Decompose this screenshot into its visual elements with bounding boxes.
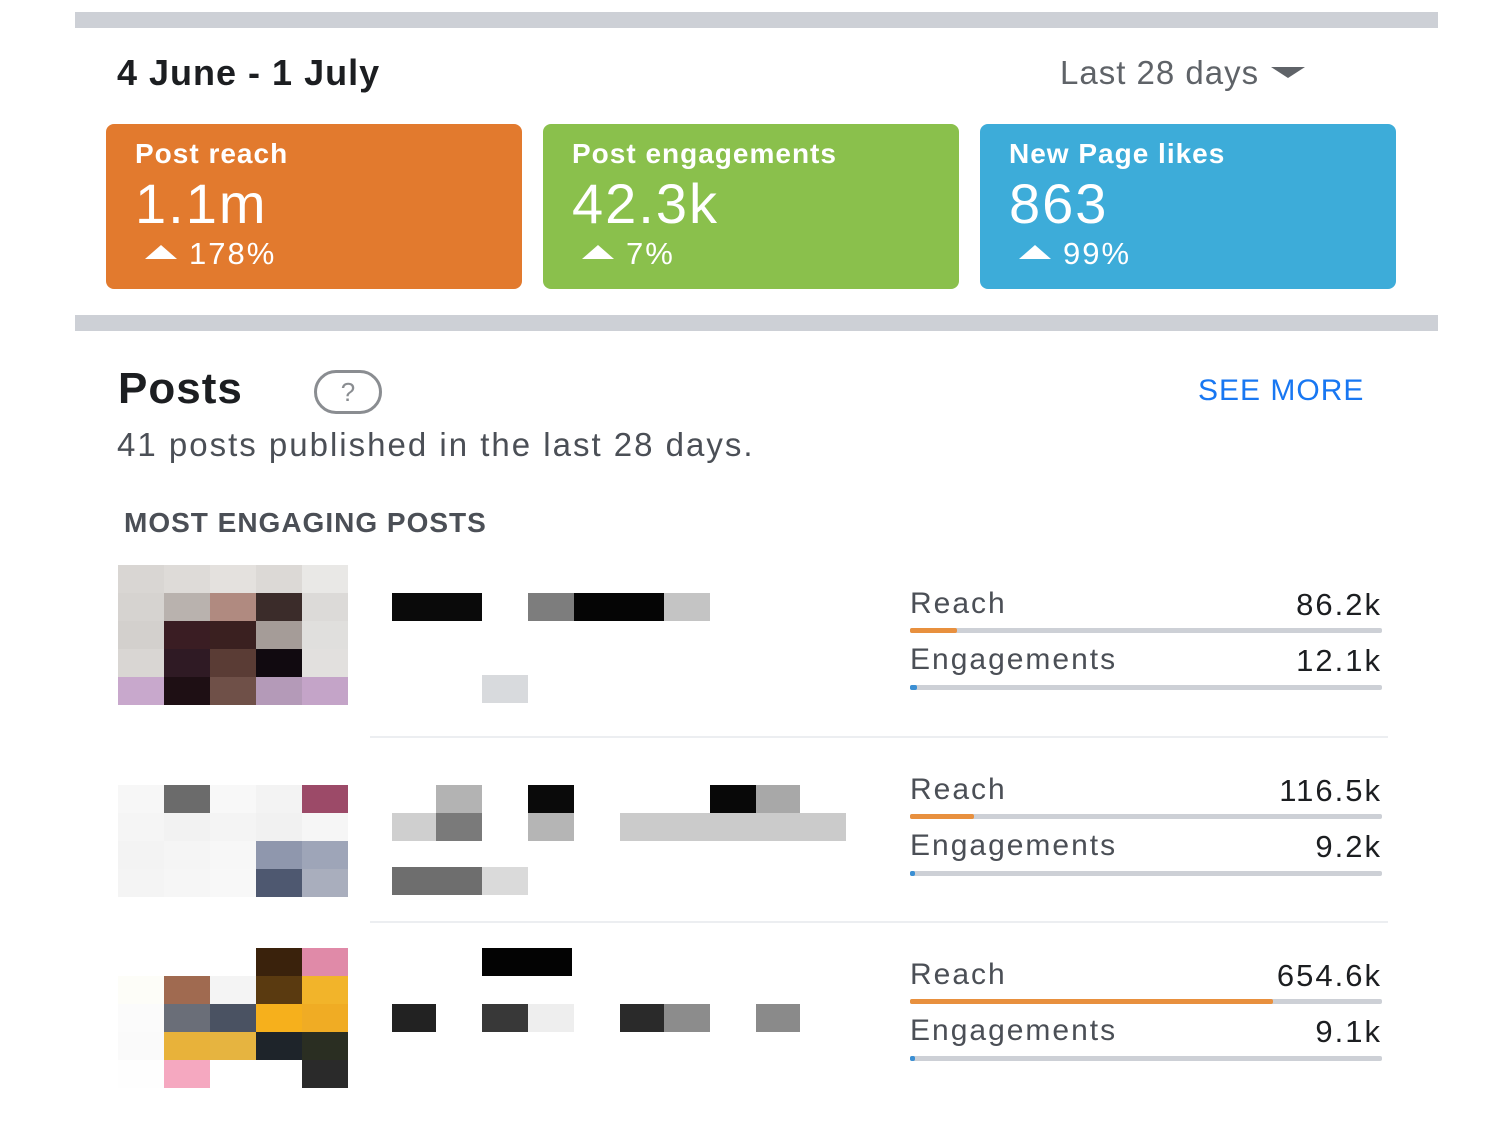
posts-title: Posts [118,364,243,413]
post-text-preview [390,565,870,705]
card-change-value: 99% [1063,236,1132,271]
card-change: 7% [572,236,959,272]
posts-subtitle: 41 posts published in the last 28 days. [117,426,755,463]
card-change: 99% [1009,236,1396,272]
new-page-likes-card[interactable]: New Page likes 863 99% [980,124,1396,289]
row-divider [370,736,1388,738]
reach-bar-fill [910,814,974,819]
reach-bar [910,628,1382,633]
reach-bar-fill [910,628,958,633]
card-change: 178% [135,236,522,272]
question-circle-icon[interactable]: ? [314,370,382,414]
section-divider [75,12,1438,28]
engagements-label: Engagements [910,1014,1118,1047]
post-row[interactable]: Reach 86.2k Engagements 12.1k [118,565,1390,705]
card-change-value: 7% [626,236,675,271]
post-reach-card[interactable]: Post reach 1.1m 178% [106,124,522,289]
engagements-value: 12.1k [1296,643,1382,678]
card-value: 863 [1009,172,1109,235]
reach-bar-fill [910,999,1274,1004]
reach-label: Reach [910,773,1007,806]
post-thumbnail[interactable] [118,757,348,897]
post-thumbnail[interactable] [118,565,348,705]
reach-bar [910,999,1382,1004]
engagements-bar [910,1056,1382,1061]
row-divider [370,921,1388,923]
card-value: 42.3k [572,172,719,235]
triangle-up-icon [145,244,177,259]
engagements-label: Engagements [910,643,1118,676]
post-metrics: Reach 116.5k Engagements 9.2k [910,773,1382,883]
see-more-link[interactable]: SEE MORE [1198,374,1365,407]
reach-label: Reach [910,587,1007,620]
card-change-value: 178% [189,236,277,271]
engagements-bar-fill [910,1056,915,1061]
card-title: Post engagements [572,138,837,169]
engagements-label: Engagements [910,829,1118,862]
reach-bar [910,814,1382,819]
caret-down-icon [1271,66,1306,78]
post-row[interactable]: Reach 654.6k Engagements 9.1k [118,948,1390,1088]
card-value: 1.1m [135,172,268,235]
post-metrics: Reach 654.6k Engagements 9.1k [910,958,1382,1068]
card-title: Post reach [135,138,289,169]
engagements-bar [910,871,1382,876]
engagements-bar-fill [910,685,918,690]
post-text-preview [390,948,870,1088]
engagements-bar [910,685,1382,690]
reach-value: 86.2k [1296,587,1382,622]
period-select-label: Last 28 days [1060,54,1260,91]
engagements-value: 9.1k [1315,1014,1382,1049]
engagements-bar-fill [910,871,915,876]
triangle-up-icon [582,244,614,259]
post-metrics: Reach 86.2k Engagements 12.1k [910,587,1382,697]
section-divider [75,315,1438,331]
reach-label: Reach [910,958,1007,991]
reach-value: 654.6k [1276,958,1382,993]
post-text-preview [390,757,870,897]
post-row[interactable]: Reach 116.5k Engagements 9.2k [118,757,1390,897]
post-engagements-card[interactable]: Post engagements 42.3k 7% [543,124,959,289]
post-thumbnail[interactable] [118,948,348,1088]
reach-value: 116.5k [1279,773,1382,808]
card-title: New Page likes [1009,138,1226,169]
engagements-value: 9.2k [1315,829,1382,864]
period-select[interactable]: Last 28 days [1060,54,1306,92]
date-range: 4 June - 1 July [117,52,381,93]
triangle-up-icon [1019,244,1051,259]
most-engaging-label: MOST ENGAGING POSTS [124,507,487,538]
